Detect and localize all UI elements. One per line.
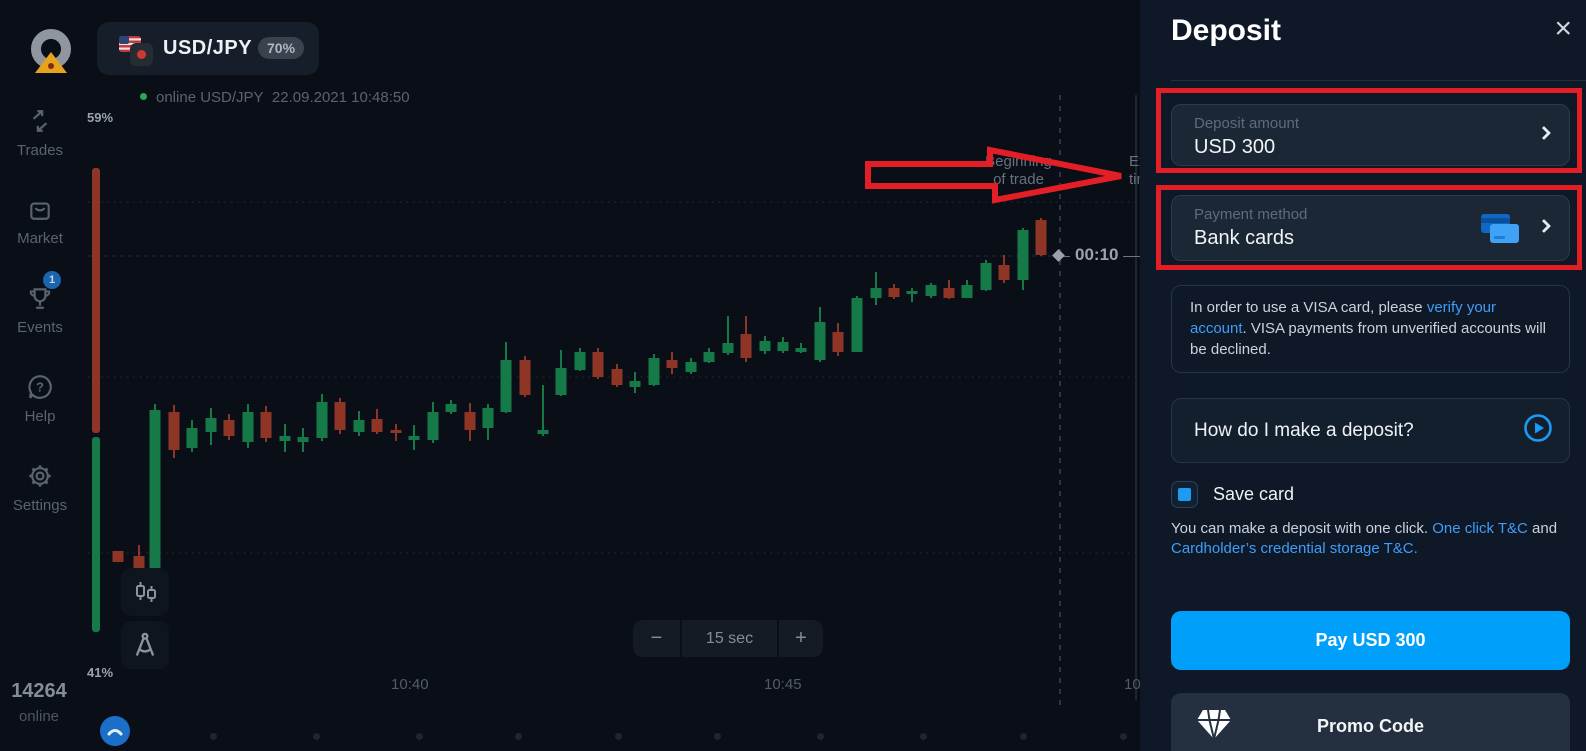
- timeline-dot: [210, 733, 217, 740]
- timeline-dot: [615, 733, 622, 740]
- sidebar-label: Settings: [12, 497, 68, 514]
- chevron-right-icon: [1536, 218, 1552, 234]
- deposit-amount-value: USD 300: [1194, 136, 1276, 158]
- play-video-icon[interactable]: [1523, 413, 1553, 443]
- timeframe-increase-button[interactable]: +: [779, 620, 823, 657]
- timeline-dot: [515, 733, 522, 740]
- cardholder-tc-link[interactable]: Cardholder’s credential storage T&C.: [1171, 540, 1418, 557]
- online-dot-icon: [140, 93, 147, 100]
- timeline-dot: [920, 733, 927, 740]
- countdown-label: 00:10: [1070, 245, 1124, 265]
- sidebar-item-trades[interactable]: Trades: [0, 108, 80, 159]
- timeframe-control: − 15 sec +: [633, 620, 823, 657]
- payout-badge: 70%: [258, 37, 305, 59]
- close-icon[interactable]: ×: [1554, 12, 1572, 45]
- save-card-toggle[interactable]: Save card: [1171, 481, 1294, 508]
- timeline-dot: [817, 733, 824, 740]
- how-to-deposit-label: How do I make a deposit?: [1194, 420, 1414, 441]
- deposit-amount-label: Deposit amount: [1194, 115, 1300, 132]
- pair-name: USD/JPY: [163, 37, 253, 59]
- help-icon: ?: [28, 375, 52, 399]
- gem-icon: [1197, 709, 1231, 740]
- online-count: 14264: [11, 680, 67, 702]
- sidebar-label: Help: [24, 408, 56, 425]
- panel-title: Deposit: [1171, 14, 1282, 47]
- one-click-note: You can make a deposit with one click. O…: [1171, 520, 1558, 557]
- sidebar-label: Trades: [16, 142, 64, 159]
- timeframe-value: 15 sec: [682, 620, 777, 657]
- promo-code-button[interactable]: Promo Code: [1171, 693, 1570, 751]
- asset-selector[interactable]: USD/JPY 70%: [97, 22, 319, 75]
- svg-text:?: ?: [36, 379, 44, 394]
- beginning-of-trade-label: Beginning of trade: [985, 153, 1052, 188]
- checkbox-checked-mark: [1178, 488, 1191, 501]
- sidebar-label: Market: [17, 230, 63, 247]
- sidebar-item-events[interactable]: Events: [0, 285, 80, 336]
- online-count-label: online: [18, 708, 60, 725]
- chart-scroll-button[interactable]: [100, 716, 130, 746]
- trophy-icon: [29, 288, 51, 309]
- visa-warning-box: In order to use a VISA card, please veri…: [1171, 285, 1570, 373]
- timeframe-decrease-button[interactable]: −: [633, 620, 680, 657]
- timeline-dot: [1120, 733, 1127, 740]
- events-badge: 1: [43, 271, 61, 289]
- payment-method-label: Payment method: [1194, 206, 1308, 223]
- status-datetime: 22.09.2021 10:48:50: [271, 89, 410, 106]
- sidebar-item-market[interactable]: Market: [0, 196, 80, 247]
- timeline-dot: [313, 733, 320, 740]
- candles-icon: [136, 582, 156, 602]
- payment-method-value: Bank cards: [1194, 227, 1295, 249]
- status-pair: USD/JPY: [200, 89, 264, 106]
- sidebar: Trades Market 1 Events ? Help: [0, 0, 80, 751]
- status-online: online: [156, 89, 197, 106]
- x-axis-tick: 10:45: [764, 676, 802, 693]
- pay-button[interactable]: Pay USD 300: [1171, 611, 1570, 670]
- timeline-dot: [416, 733, 423, 740]
- how-to-deposit-button[interactable]: How do I make a deposit?: [1171, 398, 1570, 463]
- divider: [1171, 80, 1586, 81]
- deposit-panel: Deposit × Deposit amount USD 300 Payment…: [1140, 0, 1586, 751]
- save-card-label: Save card: [1213, 484, 1295, 504]
- app-logo-icon: [31, 29, 71, 73]
- chevron-right-icon: [1536, 125, 1552, 141]
- promo-code-label: Promo Code: [1316, 716, 1424, 736]
- jp-flag-icon: [130, 43, 153, 66]
- x-axis-tick: 10:40: [391, 676, 429, 693]
- chart-type-button[interactable]: [121, 568, 169, 616]
- sentiment-down-label: 41%: [87, 665, 114, 680]
- sidebar-item-settings[interactable]: Settings: [0, 463, 80, 514]
- sentiment-up-label: 59%: [87, 110, 114, 125]
- timeline-dot: [1020, 733, 1027, 740]
- verify-account-link[interactable]: verify your account: [1190, 299, 1496, 337]
- one-click-tc-link[interactable]: One click T&C: [1432, 520, 1528, 537]
- status-line: online USD/JPY 22.09.2021 10:48:50: [140, 89, 410, 106]
- arc-icon: [107, 729, 123, 736]
- trades-icon: [32, 110, 48, 132]
- sidebar-label: Events: [17, 319, 63, 336]
- gear-icon: [29, 465, 51, 487]
- save-card-checkbox[interactable]: [1171, 481, 1198, 508]
- payment-method-selector[interactable]: Payment method Bank cards: [1171, 195, 1570, 261]
- market-icon: [30, 202, 50, 220]
- deposit-amount-selector[interactable]: Deposit amount USD 300: [1171, 104, 1570, 166]
- sidebar-item-help[interactable]: ? Help: [0, 374, 80, 425]
- compass-icon: [135, 632, 155, 656]
- timeline-dot: [714, 733, 721, 740]
- bank-cards-icon: [1481, 214, 1519, 243]
- drawing-tools-button[interactable]: [121, 621, 169, 669]
